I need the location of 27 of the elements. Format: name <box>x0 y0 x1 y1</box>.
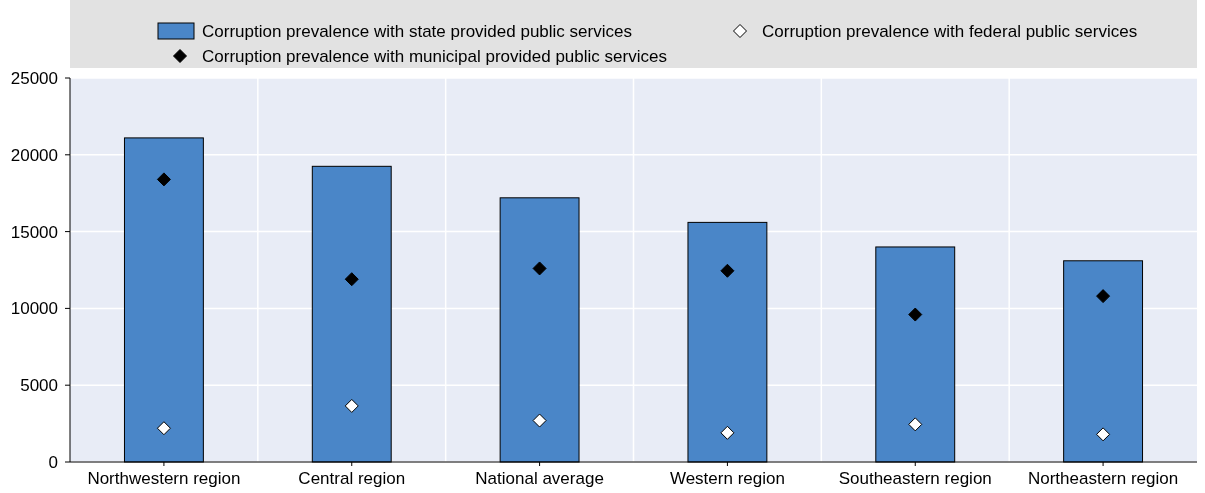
point <box>344 272 359 287</box>
legend-label: Corruption prevalence with state provided public services <box>202 22 632 41</box>
y-tick-label: 25000 <box>10 69 58 88</box>
legend-label: Corruption prevalence with municipal provided public services <box>202 47 667 66</box>
x-tick-label: Southeastern region <box>838 469 992 488</box>
point <box>908 307 923 322</box>
point <box>720 425 735 440</box>
y-tick-label: 0 <box>48 453 58 472</box>
point <box>1096 427 1111 442</box>
y-tick-label: 20000 <box>10 145 58 165</box>
y-tick-label: 15000 <box>10 222 58 242</box>
point <box>720 263 735 278</box>
x-tick-label: Western region <box>669 469 785 488</box>
x-tick-label: Central region <box>298 469 406 488</box>
point <box>344 398 359 413</box>
y-tick-label: 5000 <box>20 376 58 396</box>
x-tick-label: Northeastern region <box>1027 469 1179 488</box>
point <box>1096 289 1111 304</box>
point <box>156 421 171 436</box>
x-tick-label: Northwestern region <box>87 469 241 488</box>
legend-label: Corruption prevalence with federal public services <box>762 22 1138 41</box>
x-tick-label: National average <box>475 469 604 488</box>
point <box>908 417 923 432</box>
point <box>156 172 171 187</box>
point <box>532 261 547 276</box>
point <box>532 413 547 428</box>
y-tick-label: 10000 <box>10 299 58 319</box>
